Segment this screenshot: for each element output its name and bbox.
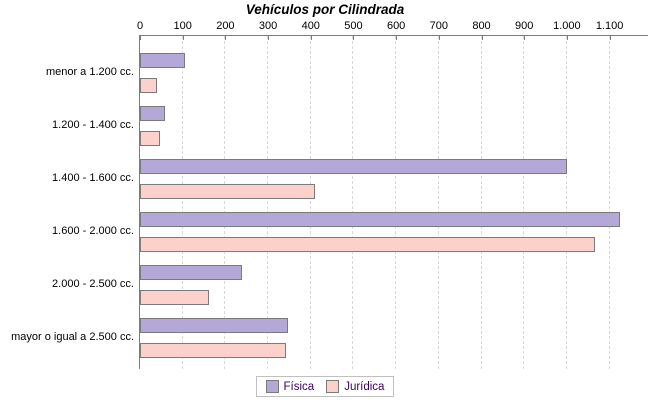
bar-juridica <box>140 290 210 305</box>
bar-fisica <box>140 53 185 68</box>
x-tick-mark <box>438 36 440 40</box>
x-tick-label: 100 <box>173 20 192 32</box>
x-tick-mark <box>140 36 141 40</box>
category-label: 2.000 - 2.500 cc. <box>52 277 134 290</box>
legend-label: Jurídica <box>344 380 385 393</box>
x-tick-mark <box>353 36 355 40</box>
x-tick-label: 1.100 <box>595 20 624 32</box>
category-label: 1.600 - 2.000 cc. <box>52 224 134 237</box>
gridline <box>523 36 525 369</box>
legend-swatch-icon <box>326 380 340 393</box>
bar-juridica <box>140 78 157 93</box>
category-label: 1.200 - 1.400 cc. <box>52 118 134 131</box>
bar-fisica <box>140 265 243 280</box>
legend-item: Jurídica <box>326 380 384 393</box>
x-tick-label: 900 <box>515 20 534 32</box>
category-row <box>140 100 648 153</box>
bar-juridica <box>140 237 595 252</box>
x-tick-label: 1.000 <box>553 20 581 32</box>
x-tick-mark <box>609 36 611 40</box>
gridline <box>181 36 183 369</box>
bar-fisica <box>140 106 166 121</box>
category-row <box>140 206 648 259</box>
category-label: 1.400 - 1.600 cc. <box>52 171 134 184</box>
x-tick-mark <box>481 36 483 40</box>
plot-area <box>140 35 648 369</box>
gridline <box>395 36 397 369</box>
legend-box: Física Jurídica <box>255 376 395 397</box>
category-label: mayor o igual a 2.500 cc. <box>11 330 134 343</box>
gridline <box>267 36 269 369</box>
category-row <box>140 259 648 312</box>
bar-fisica <box>140 318 288 333</box>
bar-fisica <box>140 212 621 227</box>
x-tick-label: 500 <box>344 20 363 32</box>
gridline <box>565 36 567 369</box>
gridline <box>224 36 226 369</box>
x-tick-mark <box>310 36 312 40</box>
x-tick-mark <box>566 36 568 40</box>
gridline <box>480 36 482 369</box>
legend-item: Física <box>265 380 315 393</box>
gridline <box>437 36 439 369</box>
gridline <box>309 36 311 369</box>
x-tick-mark <box>524 36 526 40</box>
x-tick-label: 700 <box>429 20 448 32</box>
category-row <box>140 47 648 100</box>
x-tick-label: 600 <box>386 20 406 32</box>
x-tick-mark <box>396 36 398 40</box>
x-tick-label: 0 <box>136 20 144 32</box>
bar-juridica <box>140 184 315 199</box>
x-tick-mark <box>225 36 227 40</box>
category-row <box>140 153 648 206</box>
category-label: menor a 1.200 cc. <box>45 65 134 78</box>
chart-title: Vehículos por Cilindrada <box>245 2 405 17</box>
bar-juridica <box>140 343 287 358</box>
bar-juridica <box>140 131 160 146</box>
x-tick-mark <box>268 36 270 40</box>
legend-label: Física <box>283 380 315 393</box>
legend-swatch-icon <box>265 380 279 393</box>
category-row <box>140 312 648 365</box>
x-tick-label: 800 <box>472 20 491 32</box>
gridline <box>608 36 610 369</box>
legend: Física Jurídica <box>0 376 650 397</box>
gridline <box>352 36 354 369</box>
x-tick-label: 200 <box>216 20 235 32</box>
x-tick-label: 400 <box>301 20 320 32</box>
bar-fisica <box>140 159 567 174</box>
x-tick-mark <box>182 36 184 40</box>
y-axis-line <box>139 35 140 369</box>
x-tick-label: 300 <box>258 20 278 32</box>
